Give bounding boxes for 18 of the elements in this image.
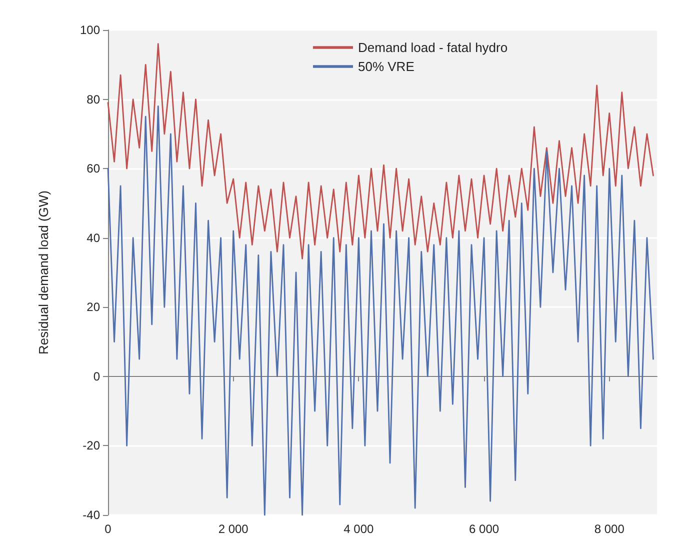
y-axis-title: Residual demand load (GW) <box>36 190 51 355</box>
y-tick-label: -40 <box>82 508 100 522</box>
legend-label: 50% VRE <box>358 59 415 74</box>
x-tick-label: 8 000 <box>594 522 625 536</box>
x-tick-label: 4 000 <box>344 522 374 536</box>
y-tick-label: -20 <box>82 438 100 453</box>
legend-label: Demand load - fatal hydro <box>358 40 508 55</box>
x-tick-label: 2 000 <box>218 522 249 536</box>
y-tick-label: 20 <box>86 300 100 314</box>
line-series <box>107 106 654 516</box>
y-tick-label: 100 <box>80 23 100 37</box>
y-tick-label: 80 <box>86 92 100 106</box>
y-tick-label: 0 <box>93 369 100 384</box>
line-series <box>107 43 654 260</box>
y-tick-label: 40 <box>86 230 100 245</box>
y-tick-label: 60 <box>86 162 100 176</box>
x-tick-label: 0 <box>104 522 112 536</box>
x-tick-label: 6 000 <box>469 522 500 536</box>
